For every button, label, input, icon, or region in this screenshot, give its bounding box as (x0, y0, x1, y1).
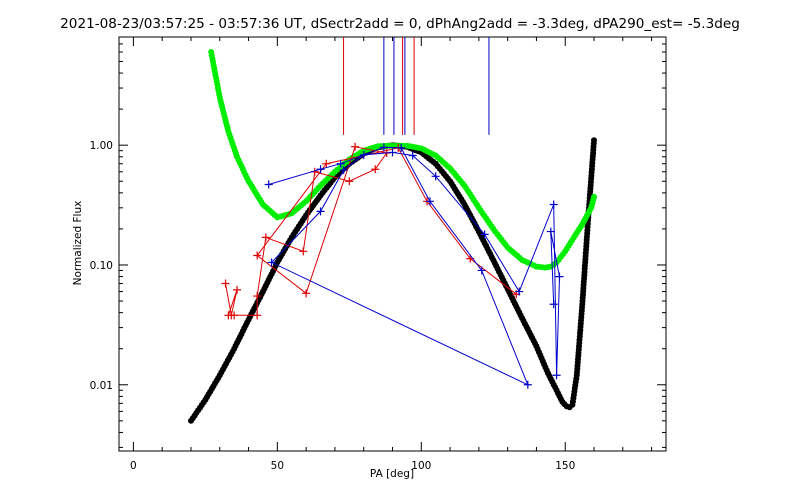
plus-marker (397, 143, 406, 152)
y-tick-label: 1.00 (90, 140, 113, 152)
plus-marker (230, 311, 239, 320)
plus-marker (549, 300, 558, 309)
plus-marker (322, 159, 331, 168)
plus-marker (379, 143, 388, 152)
green-model-curve (208, 49, 597, 271)
data-layer (188, 37, 597, 424)
plus-marker (261, 233, 270, 242)
plus-marker (233, 285, 242, 294)
plus-marker (425, 197, 434, 206)
plus-marker (477, 266, 486, 275)
x-tick-label: 150 (555, 460, 575, 472)
plus-marker (336, 159, 345, 168)
plus-marker (523, 380, 532, 389)
plus-marker (221, 279, 230, 288)
y-tick-label: 0.10 (90, 260, 113, 272)
curve-dot (591, 137, 597, 144)
series-line (268, 146, 561, 386)
plus-marker (316, 165, 325, 174)
axis-ticks: 0 50 100 150 0.01 0.10 1.00 (90, 36, 666, 472)
plus-marker (480, 230, 489, 239)
plus-marker (345, 177, 354, 186)
plus-marker (388, 148, 397, 157)
plus-marker (302, 289, 311, 298)
plus-marker (431, 172, 440, 181)
plus-marker (408, 151, 417, 160)
plus-marker (253, 251, 262, 260)
x-tick-label: 0 (130, 460, 137, 472)
y-axis-label: Normalized Flux (72, 201, 84, 286)
plus-marker (316, 207, 325, 216)
x-tick-label: 100 (411, 460, 431, 472)
plus-marker (339, 166, 348, 175)
plus-marker (299, 247, 308, 256)
plus-marker (351, 142, 360, 151)
series-line (225, 146, 517, 316)
plus-marker (264, 180, 273, 189)
chart-title: 2021-08-23/03:57:25 - 03:57:36 UT, dSect… (60, 16, 740, 32)
plus-marker (546, 227, 555, 236)
x-axis-label: PA [deg] (370, 468, 414, 480)
blue-measurement-series (264, 143, 564, 389)
x-tick-label: 50 (271, 460, 284, 472)
y-tick-label: 0.01 (90, 380, 113, 392)
plus-marker (371, 165, 380, 174)
plus-marker (267, 258, 276, 267)
curve-dot (591, 193, 597, 200)
plus-marker (515, 287, 524, 296)
plus-marker (253, 311, 262, 320)
plus-marker (552, 371, 561, 380)
plus-marker (253, 292, 262, 301)
plus-marker (359, 150, 368, 159)
plus-marker (549, 200, 558, 209)
plus-marker (555, 272, 564, 281)
